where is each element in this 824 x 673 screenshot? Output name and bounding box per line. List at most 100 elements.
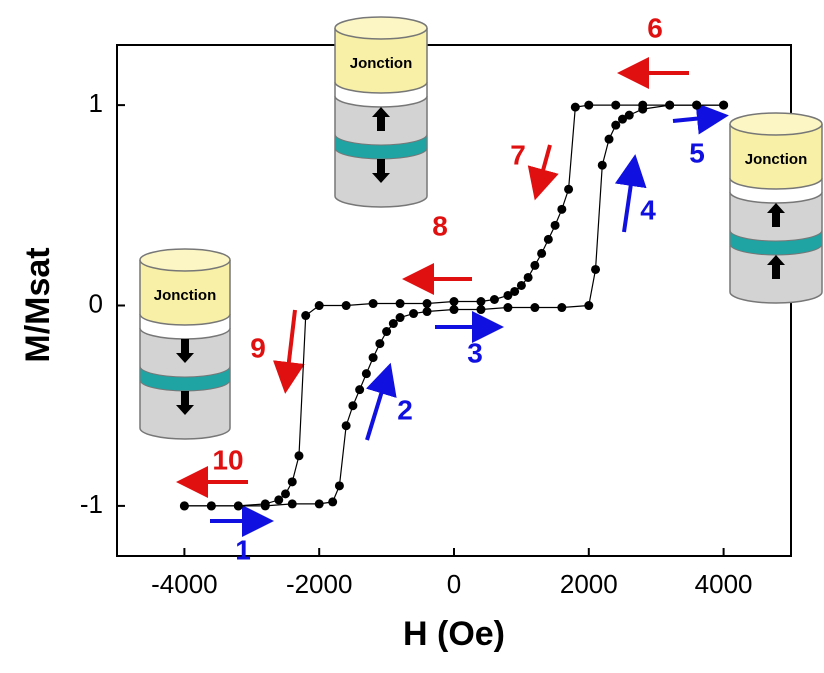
cylinder-section: [334, 28, 428, 94]
data-point: [361, 369, 371, 379]
x-tick-label: -4000: [151, 569, 218, 599]
step-number: 3: [467, 337, 483, 368]
data-point: [516, 280, 526, 290]
data-point: [638, 104, 648, 114]
data-point: [206, 501, 216, 511]
spin-arrow: [176, 339, 194, 363]
data-point: [341, 421, 351, 431]
data-point: [476, 305, 486, 315]
data-point: [550, 220, 560, 230]
data-point: [665, 100, 675, 110]
data-point: [260, 501, 270, 511]
data-point: [328, 497, 338, 507]
x-tick-label: 2000: [560, 569, 618, 599]
step-number: 5: [689, 137, 705, 168]
x-tick-label: 0: [447, 569, 461, 599]
data-point: [449, 297, 459, 307]
data-point: [368, 353, 378, 363]
data-point: [510, 286, 520, 296]
data-point: [719, 100, 729, 110]
step-number: 7: [510, 139, 526, 170]
data-point: [584, 100, 594, 110]
x-tick-label: -2000: [286, 569, 353, 599]
data-point: [624, 110, 634, 120]
cylinder-section: [729, 124, 823, 190]
data-point: [557, 303, 567, 313]
cylinder-top: [139, 248, 231, 272]
data-point: [523, 272, 533, 282]
data-point: [557, 204, 567, 214]
data-point: [597, 160, 607, 170]
data-point: [530, 260, 540, 270]
data-point: [355, 385, 365, 395]
reference-layer: [729, 229, 823, 256]
data-point: [611, 100, 621, 110]
data-point: [530, 303, 540, 313]
data-point: [348, 401, 358, 411]
data-point: [281, 489, 290, 499]
step-number: 6: [647, 12, 663, 43]
reference-layer: [139, 365, 231, 392]
data-point: [334, 481, 344, 491]
data-point: [503, 303, 513, 313]
y-tick-label: -1: [80, 489, 103, 519]
reference-layer: [334, 133, 428, 160]
step-number: 8: [432, 210, 448, 241]
data-point: [476, 297, 486, 307]
data-point: [618, 114, 627, 124]
data-point: [233, 501, 243, 511]
data-point: [388, 319, 398, 329]
data-point: [179, 501, 189, 511]
cylinder-top: [334, 16, 428, 40]
spin-arrow: [767, 255, 785, 279]
junction-icon: Jonction: [334, 16, 428, 208]
data-point: [287, 477, 297, 487]
y-axis-label: M/Msat: [19, 247, 57, 362]
step-number: 4: [640, 194, 656, 225]
spin-arrow: [372, 107, 390, 131]
loop-line: [184, 104, 724, 507]
data-point: [449, 305, 459, 315]
cylinder-section: [139, 260, 231, 326]
data-point: [274, 495, 284, 505]
data-point: [692, 100, 702, 110]
data-point: [294, 451, 304, 461]
spin-arrow: [767, 203, 785, 227]
data-point: [375, 339, 385, 349]
data-point: [314, 301, 324, 311]
data-point: [564, 184, 574, 194]
y-tick-label: 0: [89, 288, 103, 318]
icon-label: Jonction: [745, 151, 808, 168]
data-point: [489, 294, 499, 304]
step-number: 1: [235, 534, 251, 565]
icon-label: Jonction: [154, 287, 217, 304]
step-number: 2: [397, 394, 413, 425]
icon-label: Jonction: [350, 55, 413, 72]
data-point: [604, 134, 614, 144]
data-point: [287, 499, 297, 509]
data-point: [301, 311, 311, 321]
junction-icon: Jonction: [729, 112, 823, 304]
data-point: [314, 499, 324, 509]
data-point: [537, 248, 547, 258]
y-tick-label: 1: [89, 88, 103, 118]
step-number: 9: [250, 332, 266, 363]
data-point: [611, 120, 621, 130]
x-axis-label: H (Oe): [403, 615, 505, 653]
data-point: [395, 299, 405, 309]
spin-arrow: [372, 159, 390, 183]
x-tick-label: 4000: [695, 569, 753, 599]
cylinder-top: [729, 112, 823, 136]
data-point: [409, 309, 419, 319]
data-point: [584, 301, 594, 311]
data-point: [570, 102, 580, 112]
data-point: [368, 299, 378, 309]
direction-arrows: [176, 57, 729, 537]
step-number: 10: [212, 444, 243, 475]
data-point: [591, 264, 601, 274]
data-point: [422, 307, 432, 317]
data-point: [395, 313, 405, 323]
data-point: [543, 234, 553, 244]
data-point: [341, 301, 351, 311]
